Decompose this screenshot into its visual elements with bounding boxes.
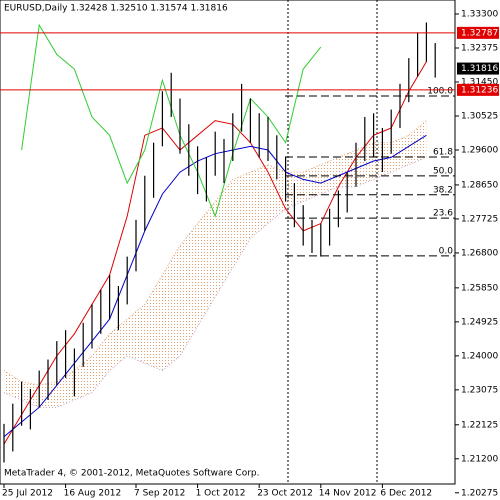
x-tick-label: 25 Jul 2012: [2, 489, 53, 499]
y-tick-label: 1.23075: [461, 385, 498, 395]
x-tick-label: 6 Dec 2012: [380, 489, 432, 499]
x-tick-label: 16 Aug 2012: [64, 489, 122, 499]
fib-label: 0.0: [439, 246, 454, 256]
price-label-box: [457, 62, 499, 75]
x-tick-label: 14 Nov 2012: [319, 489, 377, 499]
y-tick-label: 1.22125: [461, 420, 498, 430]
y-tick-label: 1.20275: [461, 488, 498, 498]
y-tick-label: 1.25850: [461, 283, 498, 293]
y-tick-label: 1.29600: [461, 146, 498, 156]
chart-title: EURUSD,Daily 1.32428 1.32510 1.31574 1.3…: [4, 4, 228, 14]
x-tick-label: 1 Oct 2012: [196, 489, 246, 499]
fib-label: 23.6: [433, 209, 453, 219]
y-tick-label: 1.21200: [461, 454, 498, 464]
fib-label: 100.0: [427, 86, 453, 96]
y-tick-label: 1.27725: [461, 214, 498, 224]
y-tick-label: 1.28650: [461, 180, 498, 190]
y-tick-label: 1.24000: [461, 351, 498, 361]
y-tick-label: 1.32375: [461, 44, 498, 54]
price-label-box: [457, 26, 499, 39]
fib-label: 38.2: [433, 185, 453, 195]
fib-label: 50.0: [433, 166, 453, 176]
ichimoku-cloud: [4, 120, 427, 408]
y-tick-label: 1.31450: [461, 78, 498, 88]
fib-label: 61.8: [433, 147, 453, 157]
price-label-box: [457, 83, 499, 96]
y-tick-label: 1.30525: [461, 112, 498, 122]
price-label: 1.31816: [461, 64, 498, 74]
price-label: 1.32787: [461, 28, 498, 38]
y-tick-label: 1.33300: [461, 10, 498, 20]
y-tick-label: 1.26800: [461, 248, 498, 258]
x-tick-label: 7 Sep 2012: [134, 489, 185, 499]
x-tick-label: 23 Oct 2012: [257, 489, 313, 499]
price-label: 1.31236: [461, 85, 498, 95]
footer: MetaTrader 4, © 2001-2012, MetaQuotes So…: [4, 469, 260, 479]
y-tick-label: 1.24925: [461, 317, 498, 327]
